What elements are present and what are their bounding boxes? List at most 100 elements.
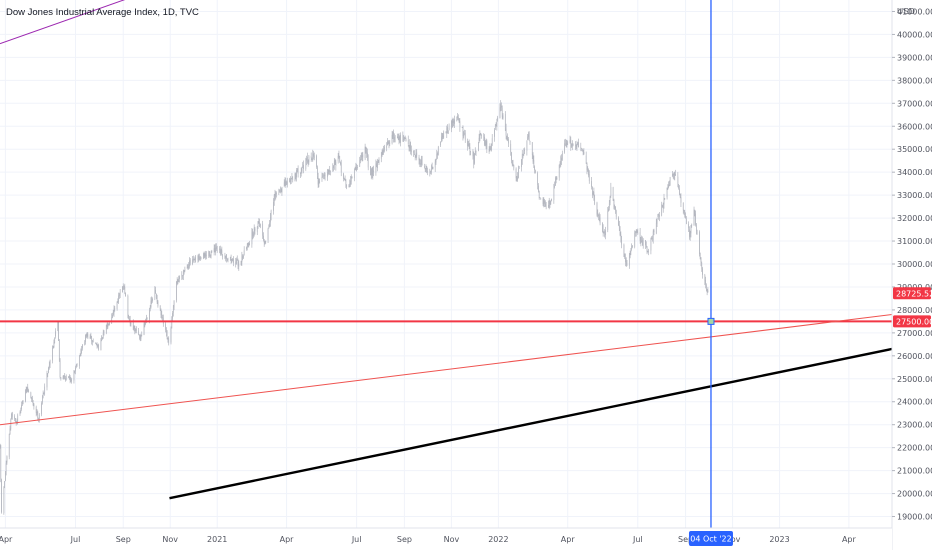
candle-body <box>599 216 600 217</box>
candle-body <box>561 158 562 160</box>
candle-body <box>322 177 323 178</box>
candle-body <box>12 413 13 416</box>
candle-body <box>248 244 249 245</box>
candle <box>270 213 271 227</box>
candle <box>0 445 1 483</box>
candle <box>359 157 360 167</box>
candle-body <box>448 131 449 132</box>
candle <box>325 173 326 181</box>
candle <box>280 187 281 194</box>
candle-body <box>608 209 609 212</box>
candle <box>87 332 88 339</box>
candle-body <box>81 350 82 356</box>
candle <box>80 353 81 356</box>
candle <box>237 255 238 261</box>
line-anchor-handle[interactable] <box>708 318 714 324</box>
candle <box>544 199 545 207</box>
candle <box>91 333 92 339</box>
candle <box>425 168 426 172</box>
candle <box>282 187 283 196</box>
candle <box>101 335 102 341</box>
candle <box>388 140 389 144</box>
candle <box>20 408 21 414</box>
candle <box>567 141 568 145</box>
candle <box>501 102 502 111</box>
x-tick-label: 2023 <box>769 535 789 544</box>
candle-body <box>635 231 636 232</box>
candle <box>562 151 563 161</box>
candle <box>494 128 495 142</box>
candle <box>460 118 461 132</box>
candle-body <box>55 331 56 336</box>
candle-body <box>120 292 121 296</box>
candle <box>463 125 464 140</box>
candle <box>691 225 692 237</box>
candle <box>198 254 199 262</box>
candle <box>260 223 261 228</box>
candle <box>172 311 173 321</box>
candle <box>340 161 341 165</box>
candle-body <box>705 280 706 284</box>
candle-body <box>361 157 362 158</box>
candle-body <box>63 376 64 379</box>
candle <box>87 332 88 337</box>
candle <box>165 321 166 332</box>
candle-body <box>43 394 44 397</box>
candle <box>591 177 592 190</box>
candle <box>636 229 637 236</box>
candle <box>446 126 447 138</box>
candle-body <box>128 296 129 317</box>
trend-line[interactable] <box>169 349 892 498</box>
candle-body <box>314 155 315 158</box>
candle-body <box>140 337 141 338</box>
candle-body <box>429 172 430 173</box>
candle-body <box>210 256 211 257</box>
candle <box>613 187 614 201</box>
candle <box>123 283 124 290</box>
candle <box>181 271 182 280</box>
candle-body <box>701 258 702 263</box>
candle-body <box>87 334 88 338</box>
candle-body <box>501 106 502 108</box>
candle <box>221 247 222 256</box>
candle-body <box>252 232 253 244</box>
candle-body <box>678 177 679 185</box>
candle-body <box>254 228 255 233</box>
candle <box>414 150 415 155</box>
candle-body <box>292 177 293 178</box>
candle-body <box>10 429 11 435</box>
candle-body <box>95 343 96 344</box>
candle-body <box>479 138 480 141</box>
candle <box>16 421 17 426</box>
candle <box>69 374 70 380</box>
candle-body <box>25 390 26 401</box>
candle-body <box>404 138 405 140</box>
candle-body <box>624 245 625 257</box>
candle <box>220 246 221 256</box>
candle-body <box>242 257 243 258</box>
candle <box>659 212 660 221</box>
candle-body <box>527 137 528 140</box>
candle <box>386 142 387 151</box>
candle <box>323 173 324 179</box>
candle-body <box>354 170 355 178</box>
candle <box>329 166 330 175</box>
candle <box>199 254 200 261</box>
candle <box>211 251 212 259</box>
candle-body <box>620 229 621 235</box>
candle-body <box>322 177 323 179</box>
candle <box>59 339 60 362</box>
candle <box>575 141 576 150</box>
candle <box>171 327 172 345</box>
candle-body <box>604 232 605 233</box>
candle <box>699 230 700 256</box>
candle <box>556 176 557 183</box>
candle <box>497 116 498 122</box>
candle <box>643 238 644 249</box>
candle-body <box>201 259 202 260</box>
candle-body <box>219 249 220 250</box>
candle-body <box>176 282 177 301</box>
candle <box>648 249 649 255</box>
